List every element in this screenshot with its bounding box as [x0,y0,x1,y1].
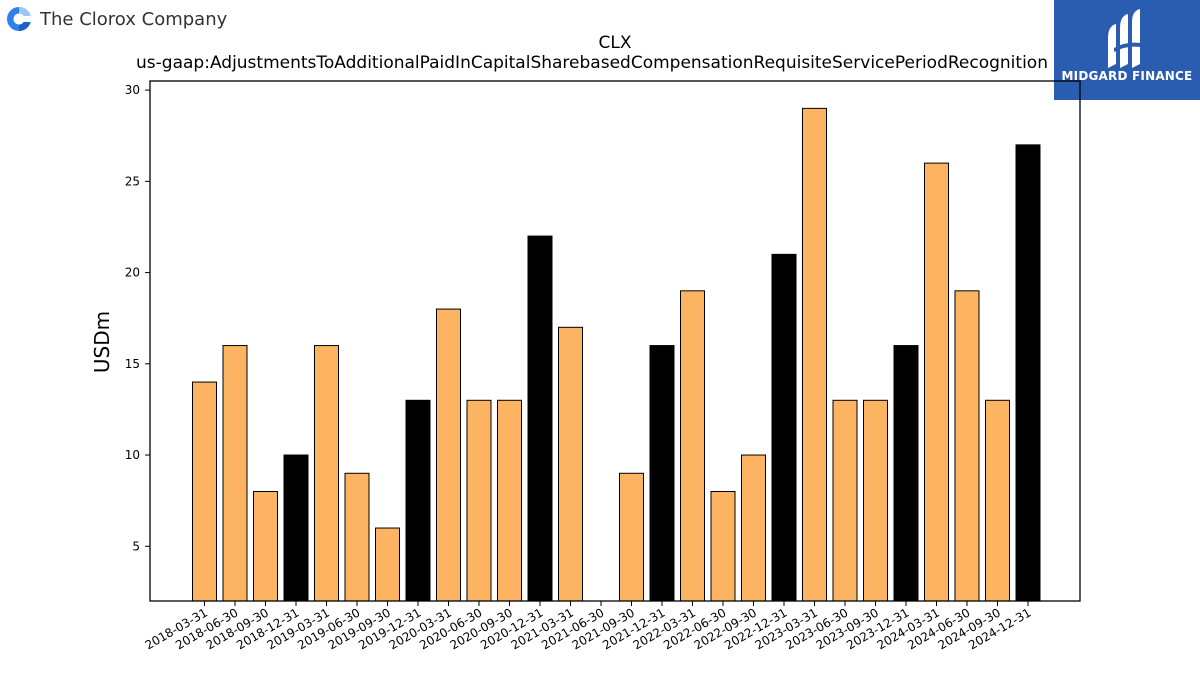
brand-name: MIDGARD FINANCE [1061,69,1193,83]
bar-2019-03-31 [314,345,339,602]
bar-2019-09-30 [375,527,400,602]
bars-group [192,107,1041,602]
bar-2022-03-31 [680,290,705,602]
chart-title: CLX [599,33,632,53]
plot-frame [149,80,1081,602]
bar-2020-03-31 [436,308,461,602]
bar-2022-12-31 [771,253,797,602]
midgard-logo-icon [1108,9,1146,68]
bar-2023-12-31 [893,345,919,602]
bar-2020-09-30 [497,399,522,602]
bar-2024-03-31 [924,162,949,602]
y-tick-label: 30 [125,83,140,97]
bar-2022-09-30 [741,454,766,602]
company-name: The Clorox Company [40,8,228,30]
bar-2018-06-30 [222,345,248,602]
bar-2024-12-31 [1015,144,1041,602]
bar-2020-06-30 [466,399,492,602]
y-axis-label: USDm [90,311,114,373]
bar-2022-06-30 [710,491,736,602]
bar-2018-03-31 [192,381,217,602]
bar-2024-06-30 [954,290,980,602]
clorox-logo-icon [7,7,32,31]
company-header: The Clorox Company [6,4,227,34]
brand-badge: MIDGARD FINANCE [1054,0,1200,100]
bar-2023-03-31 [802,107,827,602]
y-tick-label: 25 [125,174,140,188]
bar-2020-12-31 [527,235,553,602]
y-tick-label: 10 [125,448,140,462]
y-tick-label: 15 [125,357,140,371]
y-tick-label: 20 [125,266,140,280]
y-axis: 5 10 15 20 25 30 [125,83,150,553]
bar-2023-06-30 [832,399,858,602]
chart-subtitle: us-gaap:AdjustmentsToAdditionalPaidInCap… [136,53,1048,73]
bar-2021-03-31 [558,326,583,602]
bar-2018-09-30 [253,491,278,602]
bar-2021-09-30 [619,472,644,602]
bar-2018-12-31 [283,454,309,602]
bar-2019-12-31 [405,399,431,602]
bar-2023-09-30 [863,399,888,602]
y-tick-label: 5 [132,539,140,553]
x-axis: 2018-03-312018-06-302018-09-302018-12-31… [143,601,1034,652]
bar-2024-09-30 [985,399,1010,602]
bar-2021-12-31 [649,345,675,602]
bar-2019-06-30 [344,472,370,602]
